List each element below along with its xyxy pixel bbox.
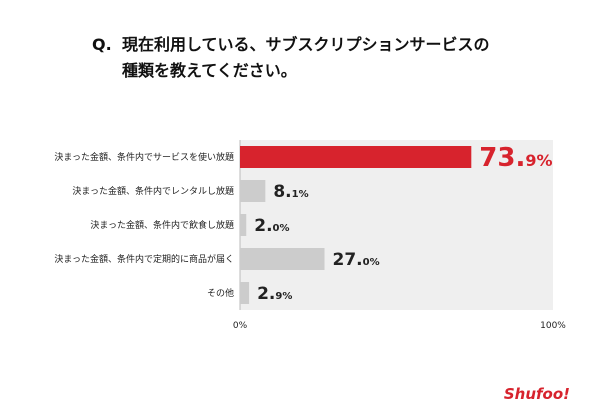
- data-label: 2.9%: [257, 284, 292, 304]
- x-tick-label: 0%: [233, 321, 248, 331]
- category-label: 決まった金額、条件内でレンタルし放題: [72, 185, 234, 197]
- data-label: 8.1%: [273, 182, 308, 202]
- category-label: 決まった金額、条件内で定期的に商品が届く: [54, 253, 234, 265]
- shufoo-logo: Shufoo!: [503, 385, 570, 403]
- category-label: その他: [207, 287, 234, 299]
- category-label: 決まった金額、条件内で飲食し放題: [90, 219, 234, 231]
- question-line-2: 種類を教えてください。: [122, 61, 297, 80]
- x-tick-label: 100%: [540, 321, 566, 331]
- bar: [240, 146, 472, 168]
- data-label: 73.9%: [479, 143, 552, 173]
- question-prefix: Q.: [92, 35, 112, 54]
- plot-background: [240, 140, 553, 310]
- bar: [240, 282, 250, 304]
- bar: [240, 180, 266, 202]
- data-label: 27.0%: [333, 250, 380, 270]
- category-label: 決まった金額、条件内でサービスを使い放題: [54, 151, 234, 163]
- data-label: 2.0%: [254, 216, 289, 236]
- question-line-1: 現在利用している、サブスクリプションサービスの: [122, 35, 490, 54]
- bar: [240, 248, 325, 270]
- bar: [240, 214, 247, 236]
